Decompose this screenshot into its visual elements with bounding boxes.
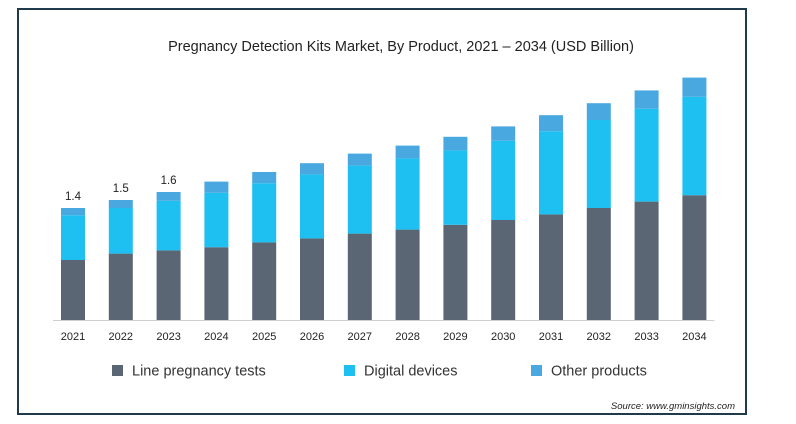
bar-digital-devices-2030	[491, 140, 516, 220]
bar-other-products-2022	[108, 200, 133, 208]
x-tick-2027: 2027	[348, 331, 372, 343]
legend-label-digital-devices: Digital devices	[364, 364, 458, 380]
bar-line-pregnancy-tests-2024	[204, 247, 229, 320]
bar-digital-devices-2034	[682, 96, 707, 196]
x-tick-2021: 2021	[61, 331, 85, 343]
bar-line-pregnancy-tests-2026	[300, 238, 324, 320]
x-tick-2024: 2024	[204, 331, 228, 343]
bar-digital-devices-2027	[347, 165, 372, 234]
bar-other-products-2028	[395, 145, 420, 159]
x-tick-2034: 2034	[682, 331, 706, 343]
x-tick-labels: 2021 2022 2023 2024 2025 2026 2027 2028 2029 2030…	[61, 331, 707, 343]
data-label-2021: 1.4	[65, 191, 82, 203]
bar-line-pregnancy-tests-2030	[491, 220, 516, 320]
bar-digital-devices-2033	[634, 108, 659, 202]
x-tick-2026: 2026	[300, 331, 324, 343]
bar-digital-devices-2032	[586, 120, 611, 208]
bar-other-products-2032	[586, 103, 611, 120]
bar-other-products-2027	[347, 153, 372, 166]
x-tick-2022: 2022	[109, 331, 133, 343]
bar-line-pregnancy-tests-2025	[252, 242, 277, 320]
x-tick-2033: 2033	[634, 331, 658, 343]
bar-line-pregnancy-tests-2021	[61, 260, 85, 320]
legend: Line pregnancy tests Digital devices Other…	[112, 364, 647, 380]
chart-title: Pregnancy Detection Kits Market, By Prod…	[168, 39, 634, 55]
x-tick-2025: 2025	[252, 331, 276, 343]
bar-digital-devices-2021	[61, 215, 85, 260]
bar-other-products-2033	[634, 90, 659, 109]
bar-other-products-2029	[443, 136, 468, 151]
bar-digital-devices-2031	[539, 131, 563, 215]
bar-line-pregnancy-tests-2031	[539, 214, 563, 320]
legend-swatch-line-pregnancy-tests	[112, 365, 123, 376]
bar-line-pregnancy-tests-2022	[108, 253, 133, 320]
bar-other-products-2023	[156, 192, 181, 201]
x-tick-2030: 2030	[491, 331, 515, 343]
bar-line-pregnancy-tests-2027	[347, 233, 372, 320]
bar-line-pregnancy-tests-2033	[634, 201, 659, 320]
bar-line-pregnancy-tests-2023	[156, 250, 181, 320]
source-note: Source: www.gminsights.com	[611, 401, 735, 412]
bar-other-products-2034	[682, 77, 707, 97]
chart-svg: Pregnancy Detection Kits Market, By Prod…	[53, 39, 735, 412]
bar-other-products-2025	[252, 172, 277, 184]
x-tick-2032: 2032	[587, 331, 611, 343]
bar-line-pregnancy-tests-2032	[586, 208, 611, 320]
bar-line-pregnancy-tests-2034	[682, 195, 707, 320]
bar-other-products-2026	[300, 163, 324, 175]
bar-other-products-2030	[491, 126, 516, 141]
bar-digital-devices-2028	[395, 158, 420, 230]
data-labels: 1.4 1.5 1.6	[65, 175, 177, 203]
bar-digital-devices-2029	[443, 150, 468, 225]
bar-other-products-2031	[539, 115, 563, 132]
data-label-2023: 1.6	[161, 175, 177, 187]
x-tick-2028: 2028	[395, 331, 419, 343]
data-label-2022: 1.5	[113, 183, 129, 195]
bars-group	[61, 77, 707, 320]
legend-label-other-products: Other products	[551, 364, 647, 380]
x-tick-2029: 2029	[443, 331, 467, 343]
bar-digital-devices-2024	[204, 192, 229, 248]
bar-other-products-2024	[204, 181, 229, 193]
x-tick-2031: 2031	[539, 331, 563, 343]
bar-other-products-2021	[61, 208, 85, 216]
bar-digital-devices-2023	[156, 200, 181, 251]
bar-digital-devices-2022	[108, 208, 133, 254]
legend-swatch-digital-devices	[344, 365, 355, 376]
bar-digital-devices-2025	[252, 183, 277, 243]
legend-label-line-pregnancy-tests: Line pregnancy tests	[132, 364, 266, 380]
chart-frame: Pregnancy Detection Kits Market, By Prod…	[17, 8, 747, 415]
bar-line-pregnancy-tests-2028	[395, 229, 420, 320]
bar-line-pregnancy-tests-2029	[443, 224, 468, 320]
bar-digital-devices-2026	[300, 174, 324, 239]
x-tick-2023: 2023	[156, 331, 180, 343]
legend-swatch-other-products	[531, 365, 542, 376]
